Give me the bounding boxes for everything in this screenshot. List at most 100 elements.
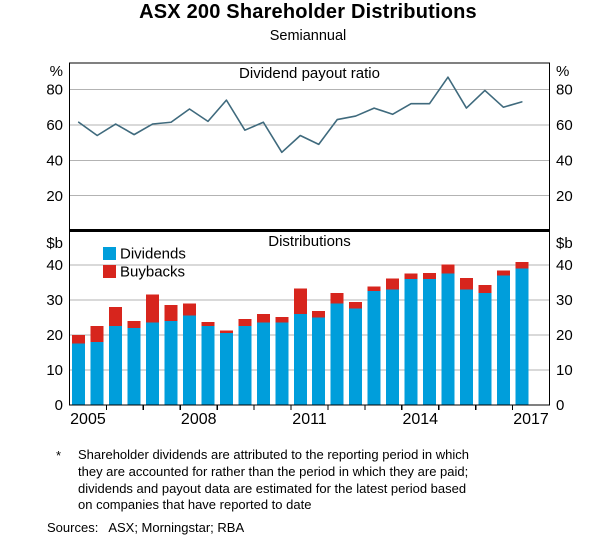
footnote: * Shareholder dividends are attributed t…	[0, 447, 616, 537]
unit-label-percent: %	[556, 63, 569, 80]
x-tick-label: 2011	[292, 411, 327, 428]
y-tick-label: 0	[556, 397, 564, 414]
bar-buybacks	[441, 264, 455, 274]
bar-buybacks	[164, 305, 178, 321]
bar-dividends	[183, 315, 196, 405]
bar-buybacks	[515, 261, 529, 269]
y-tick-label: 60	[46, 117, 63, 134]
y-tick-label: 20	[556, 327, 573, 344]
axis-labels: 20 20 40 40 60 60 80 80 0 0 10 10 20 20 30 30 40 40% % $b $b…	[46, 63, 572, 428]
unit-label-dollars: $b	[46, 235, 63, 252]
y-tick-label: 30	[556, 292, 573, 309]
panel-titles: Dividend payout ratio Distributions	[239, 65, 380, 250]
bar-buybacks	[330, 292, 344, 304]
bar-buybacks	[293, 288, 307, 314]
y-tick-label: 80	[556, 82, 573, 99]
bar-dividends	[496, 275, 510, 405]
footnote-line: they are accounted for rather than the p…	[78, 463, 469, 479]
bar-dividends	[256, 322, 270, 405]
bar-buybacks	[404, 273, 418, 279]
bottom-panel-title: Distributions	[268, 233, 351, 250]
bar-dividends	[164, 320, 178, 405]
bar-dividends	[349, 308, 363, 405]
bar-dividends	[293, 313, 307, 405]
footnote-line: Shareholder dividends are attributed to …	[78, 447, 469, 462]
bar-dividends	[127, 327, 141, 405]
y-tick-label: 40	[556, 152, 573, 169]
bar-dividends	[515, 268, 529, 405]
bar-dividends	[459, 289, 473, 405]
bar-buybacks	[478, 284, 492, 293]
y-tick-label: 20	[46, 327, 63, 344]
sources-line: Sources: ASX; Morningstar; RBA	[47, 520, 616, 537]
y-tick-label: 10	[556, 362, 573, 379]
legend-label-dividends: Dividends	[120, 246, 186, 263]
y-tick-label: 80	[46, 82, 63, 99]
bar-dividends	[423, 278, 436, 405]
sources-value: ASX; Morningstar; RBA	[108, 520, 245, 536]
y-tick-label: 40	[556, 257, 573, 274]
bar-buybacks	[312, 311, 326, 318]
bar-buybacks	[127, 320, 141, 328]
x-tick-label: 2008	[181, 411, 217, 428]
bar-buybacks	[72, 334, 86, 344]
bar-buybacks	[90, 326, 104, 342]
bar-buybacks	[183, 303, 196, 316]
bar-buybacks	[219, 330, 233, 334]
bar-buybacks	[201, 322, 215, 327]
bar-buybacks	[256, 313, 270, 323]
chart-title: ASX 200 Shareholder Distributions	[139, 1, 477, 23]
bar-dividends	[238, 326, 252, 405]
bar-buybacks	[367, 286, 381, 292]
y-tick-label: 10	[46, 362, 63, 379]
bar-buybacks	[238, 319, 252, 327]
bar-dividends	[201, 326, 215, 405]
bar-dividends	[275, 322, 289, 405]
x-tick-label: 2014	[402, 411, 438, 428]
y-tick-label: 20	[556, 188, 573, 205]
panel-borders	[68, 62, 551, 406]
bar-dividends	[367, 291, 381, 405]
bar-dividends	[478, 292, 492, 405]
unit-label-percent: %	[50, 63, 63, 80]
bar-dividends	[386, 289, 400, 405]
bar-buybacks	[496, 270, 510, 276]
chart-subtitle: Semiannual	[269, 28, 347, 44]
bar-dividends	[90, 341, 104, 405]
bar-dividends	[146, 322, 160, 405]
payout-line	[77, 76, 523, 154]
bar-dividends	[219, 333, 233, 405]
x-tick-label: 2005	[70, 411, 106, 428]
y-tick-label: 30	[46, 292, 63, 309]
x-tick-label: 2017	[513, 411, 549, 428]
distribution-bars	[72, 261, 529, 405]
legend-swatch-dividends	[103, 247, 116, 260]
payout-ratio-line	[77, 76, 523, 154]
bar-buybacks	[423, 273, 436, 279]
bar-buybacks	[275, 317, 289, 323]
bar-dividends	[72, 343, 86, 405]
chart-border	[68, 62, 551, 406]
unit-label-dollars: $b	[556, 235, 573, 252]
sources-label: Sources:	[47, 520, 99, 536]
bar-buybacks	[386, 278, 400, 290]
bar-buybacks	[109, 306, 123, 327]
y-tick-label: 20	[46, 188, 63, 205]
top-panel-title: Dividend payout ratio	[239, 65, 380, 82]
y-tick-label: 60	[556, 117, 573, 134]
bar-dividends	[312, 317, 326, 405]
bar-dividends	[109, 326, 123, 405]
footnote-line: on companies that have reported to date	[78, 497, 312, 513]
y-tick-label: 40	[46, 257, 63, 274]
y-tick-label: 0	[55, 397, 63, 414]
bar-buybacks	[459, 277, 473, 290]
bar-buybacks	[146, 294, 160, 323]
bar-dividends	[330, 303, 344, 405]
footnote-text: Shareholder dividends are attributed to …	[78, 447, 548, 514]
bar-dividends	[404, 278, 418, 405]
footnote-marker: *	[56, 448, 62, 463]
y-tick-label: 40	[46, 152, 63, 169]
